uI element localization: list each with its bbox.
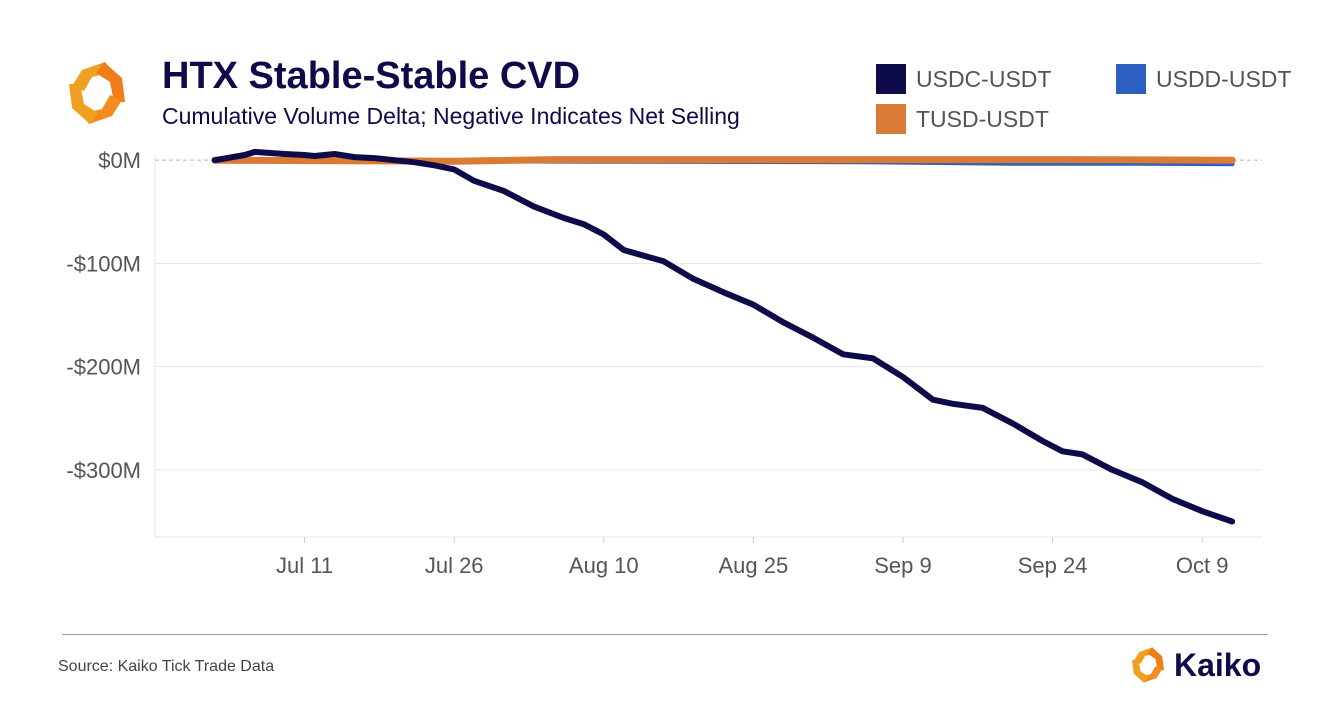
grid-layer [155,159,1262,471]
x-tick-label: Oct 9 [1176,553,1229,578]
kaiko-logo-icon [69,62,125,124]
tick-layer: $0M -$100M -$200M -$300M Jul 11 Jul 26 Aug 10 A… [66,148,1228,578]
legend-label-usdd-usdt: USDD-USDT [1156,65,1292,92]
source-note: Source: Kaiko Tick Trade Data [58,658,275,675]
legend-item-usdc-usdt: USDC-USDT [876,64,1051,94]
series-line-tusd-usdt [211,156,1236,165]
legend-item-tusd-usdt: TUSD-USDT [876,104,1049,134]
y-tick-label: -$100M [66,251,141,276]
legend-swatch-usdc-usdt [876,64,906,94]
legend-label-tusd-usdt: TUSD-USDT [916,105,1049,132]
x-tick-label: Aug 10 [569,553,639,578]
legend-swatch-usdd-usdt [1116,64,1146,94]
x-tick-label: Aug 25 [719,553,789,578]
y-tick-label: -$300M [66,458,141,483]
x-tick-label: Jul 11 [276,553,333,578]
legend-swatch-tusd-usdt [876,104,906,134]
x-tick-label: Sep 9 [874,553,932,578]
y-tick-label: $0M [98,148,141,173]
brand-name: Kaiko [1174,646,1262,683]
chart-subtitle: Cumulative Volume Delta; Negative Indica… [162,103,740,129]
x-tick-label: Sep 24 [1018,553,1088,578]
kaiko-brand: Kaiko [1128,645,1261,685]
y-tick-label: -$200M [66,355,141,380]
legend-item-usdd-usdt: USDD-USDT [1116,64,1291,94]
kaiko-logo-icon [1132,647,1164,683]
x-tick-label: Jul 26 [425,553,484,578]
chart-title: HTX Stable-Stable CVD [162,55,581,97]
series-line-usdc-usdt [211,148,1236,525]
axis-layer [154,155,1262,543]
series-layer [211,148,1236,525]
legend-label-usdc-usdt: USDC-USDT [916,65,1052,92]
footer-divider [62,634,1268,635]
